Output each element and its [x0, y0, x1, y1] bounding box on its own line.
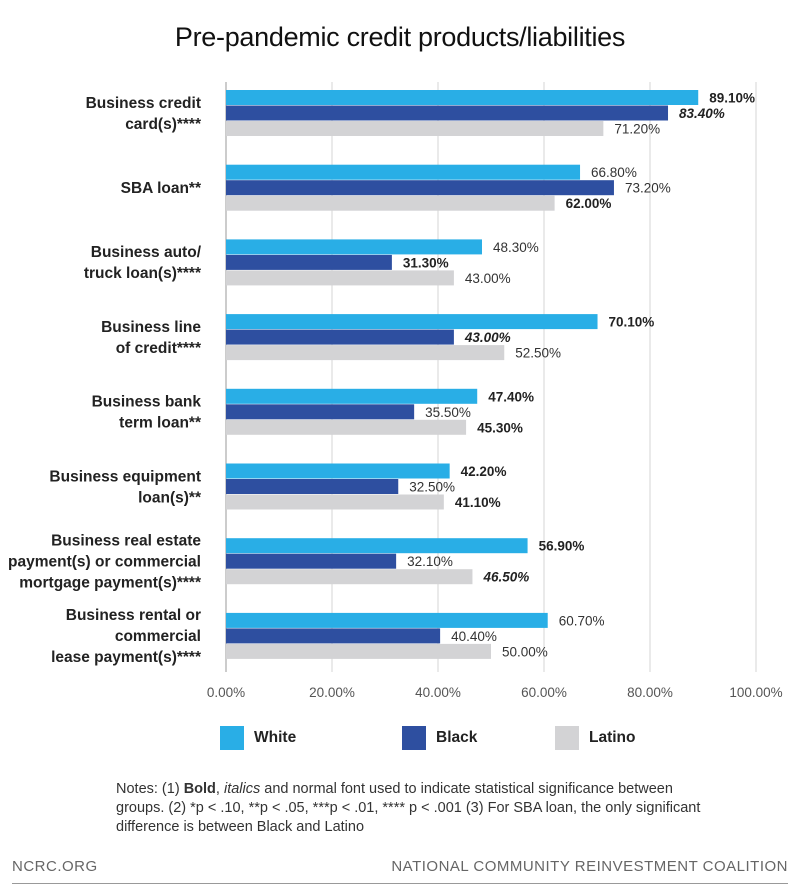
value-label-latino: 52.50%: [515, 346, 561, 361]
x-tick-label: 20.00%: [309, 685, 355, 700]
bar-white: [226, 388, 478, 404]
value-label-latino: 43.00%: [465, 271, 511, 286]
value-label-latino: 71.20%: [614, 122, 660, 137]
x-tick-label: 100.00%: [729, 685, 782, 700]
category-label: lease payment(s)****: [51, 649, 202, 666]
bar-latino: [226, 494, 444, 510]
footer-divider: [12, 883, 788, 884]
bar-white: [226, 612, 548, 628]
value-label-black: 83.40%: [679, 106, 725, 121]
category-label: mortgage payment(s)****: [19, 574, 202, 591]
category-label: Business equipment: [49, 468, 201, 485]
category-label: truck loan(s)****: [84, 265, 202, 282]
chart-notes: Notes: (1) Bold, italics and normal font…: [116, 780, 716, 837]
category-label: loan(s)**: [138, 489, 202, 506]
x-tick-label: 80.00%: [627, 685, 673, 700]
x-tick-label: 40.00%: [415, 685, 461, 700]
notes-prefix: Notes: (1): [116, 781, 184, 797]
category-label: commercial: [115, 628, 201, 645]
legend-item-white: White: [220, 726, 296, 750]
value-label-white: 66.80%: [591, 165, 637, 180]
bar-black: [226, 180, 614, 196]
value-label-latino: 46.50%: [482, 570, 529, 585]
legend-item-black: Black: [402, 726, 477, 750]
legend-label-white: White: [254, 729, 297, 746]
value-label-white: 60.70%: [559, 613, 605, 628]
notes-sep: ,: [215, 781, 224, 797]
notes-rest: and normal font used to indicate statist…: [116, 781, 701, 835]
legend-label-latino: Latino: [589, 729, 636, 746]
category-label: Business real estate: [51, 532, 201, 549]
value-label-latino: 62.00%: [566, 196, 612, 211]
bar-black: [226, 628, 441, 644]
category-label: term loan**: [119, 415, 202, 432]
footer-org-name: NATIONAL COMMUNITY REINVESTMENT COALITIO…: [391, 858, 788, 875]
bar-latino: [226, 345, 505, 361]
value-label-white: 42.20%: [461, 464, 507, 479]
legend-swatch-latino: [555, 726, 579, 750]
category-label: Business rental or: [66, 607, 201, 624]
category-label: payment(s) or commercial: [8, 553, 201, 570]
value-label-latino: 41.10%: [455, 495, 501, 510]
bar-black: [226, 105, 669, 121]
value-label-black: 35.50%: [425, 405, 471, 420]
value-label-black: 32.10%: [407, 554, 453, 569]
x-tick-label: 0.00%: [207, 685, 245, 700]
value-label-white: 70.10%: [609, 315, 655, 330]
value-label-black: 43.00%: [464, 330, 511, 345]
bar-white: [226, 90, 699, 105]
value-label-white: 89.10%: [709, 91, 755, 106]
value-label-white: 56.90%: [539, 539, 585, 554]
bar-white: [226, 239, 482, 255]
bar-latino: [226, 121, 604, 136]
value-label-black: 31.30%: [403, 255, 449, 270]
value-label-black: 32.50%: [409, 480, 455, 495]
bar-black: [226, 553, 397, 569]
bar-latino: [226, 270, 454, 286]
category-label: Business credit: [86, 95, 201, 112]
value-label-white: 47.40%: [488, 389, 534, 404]
bar-latino: [226, 643, 491, 659]
bar-latino: [226, 419, 467, 435]
value-label-latino: 45.30%: [477, 420, 523, 435]
legend-swatch-black: [402, 726, 426, 750]
bar-black: [226, 479, 399, 494]
bar-black: [226, 329, 454, 345]
bar-latino: [226, 569, 473, 585]
legend-swatch-white: [220, 726, 244, 750]
category-label: Business line: [101, 319, 201, 336]
legend-label-black: Black: [436, 729, 478, 746]
x-tick-label: 60.00%: [521, 685, 567, 700]
category-label: Business auto/: [91, 244, 202, 261]
category-label: SBA loan**: [121, 180, 202, 197]
bar-white: [226, 314, 598, 330]
notes-italic-word: italics: [223, 781, 261, 797]
value-label-black: 73.20%: [625, 181, 671, 196]
footer-site: NCRC.ORG: [12, 858, 98, 875]
bar-black: [226, 254, 392, 270]
legend-item-latino: Latino: [555, 726, 636, 750]
bar-latino: [226, 195, 555, 211]
category-label: card(s)****: [125, 116, 202, 133]
bar-black: [226, 404, 415, 420]
category-label: Business bank: [92, 394, 202, 411]
category-label: of credit****: [116, 340, 202, 357]
bar-white: [226, 463, 450, 479]
chart-title: Pre-pandemic credit products/liabilities: [174, 22, 626, 52]
value-label-latino: 50.00%: [502, 644, 548, 659]
bar-white: [226, 538, 528, 554]
bar-white: [226, 164, 581, 180]
notes-bold-word: Bold: [183, 781, 216, 797]
value-label-white: 48.30%: [493, 240, 539, 255]
value-label-black: 40.40%: [451, 629, 497, 644]
